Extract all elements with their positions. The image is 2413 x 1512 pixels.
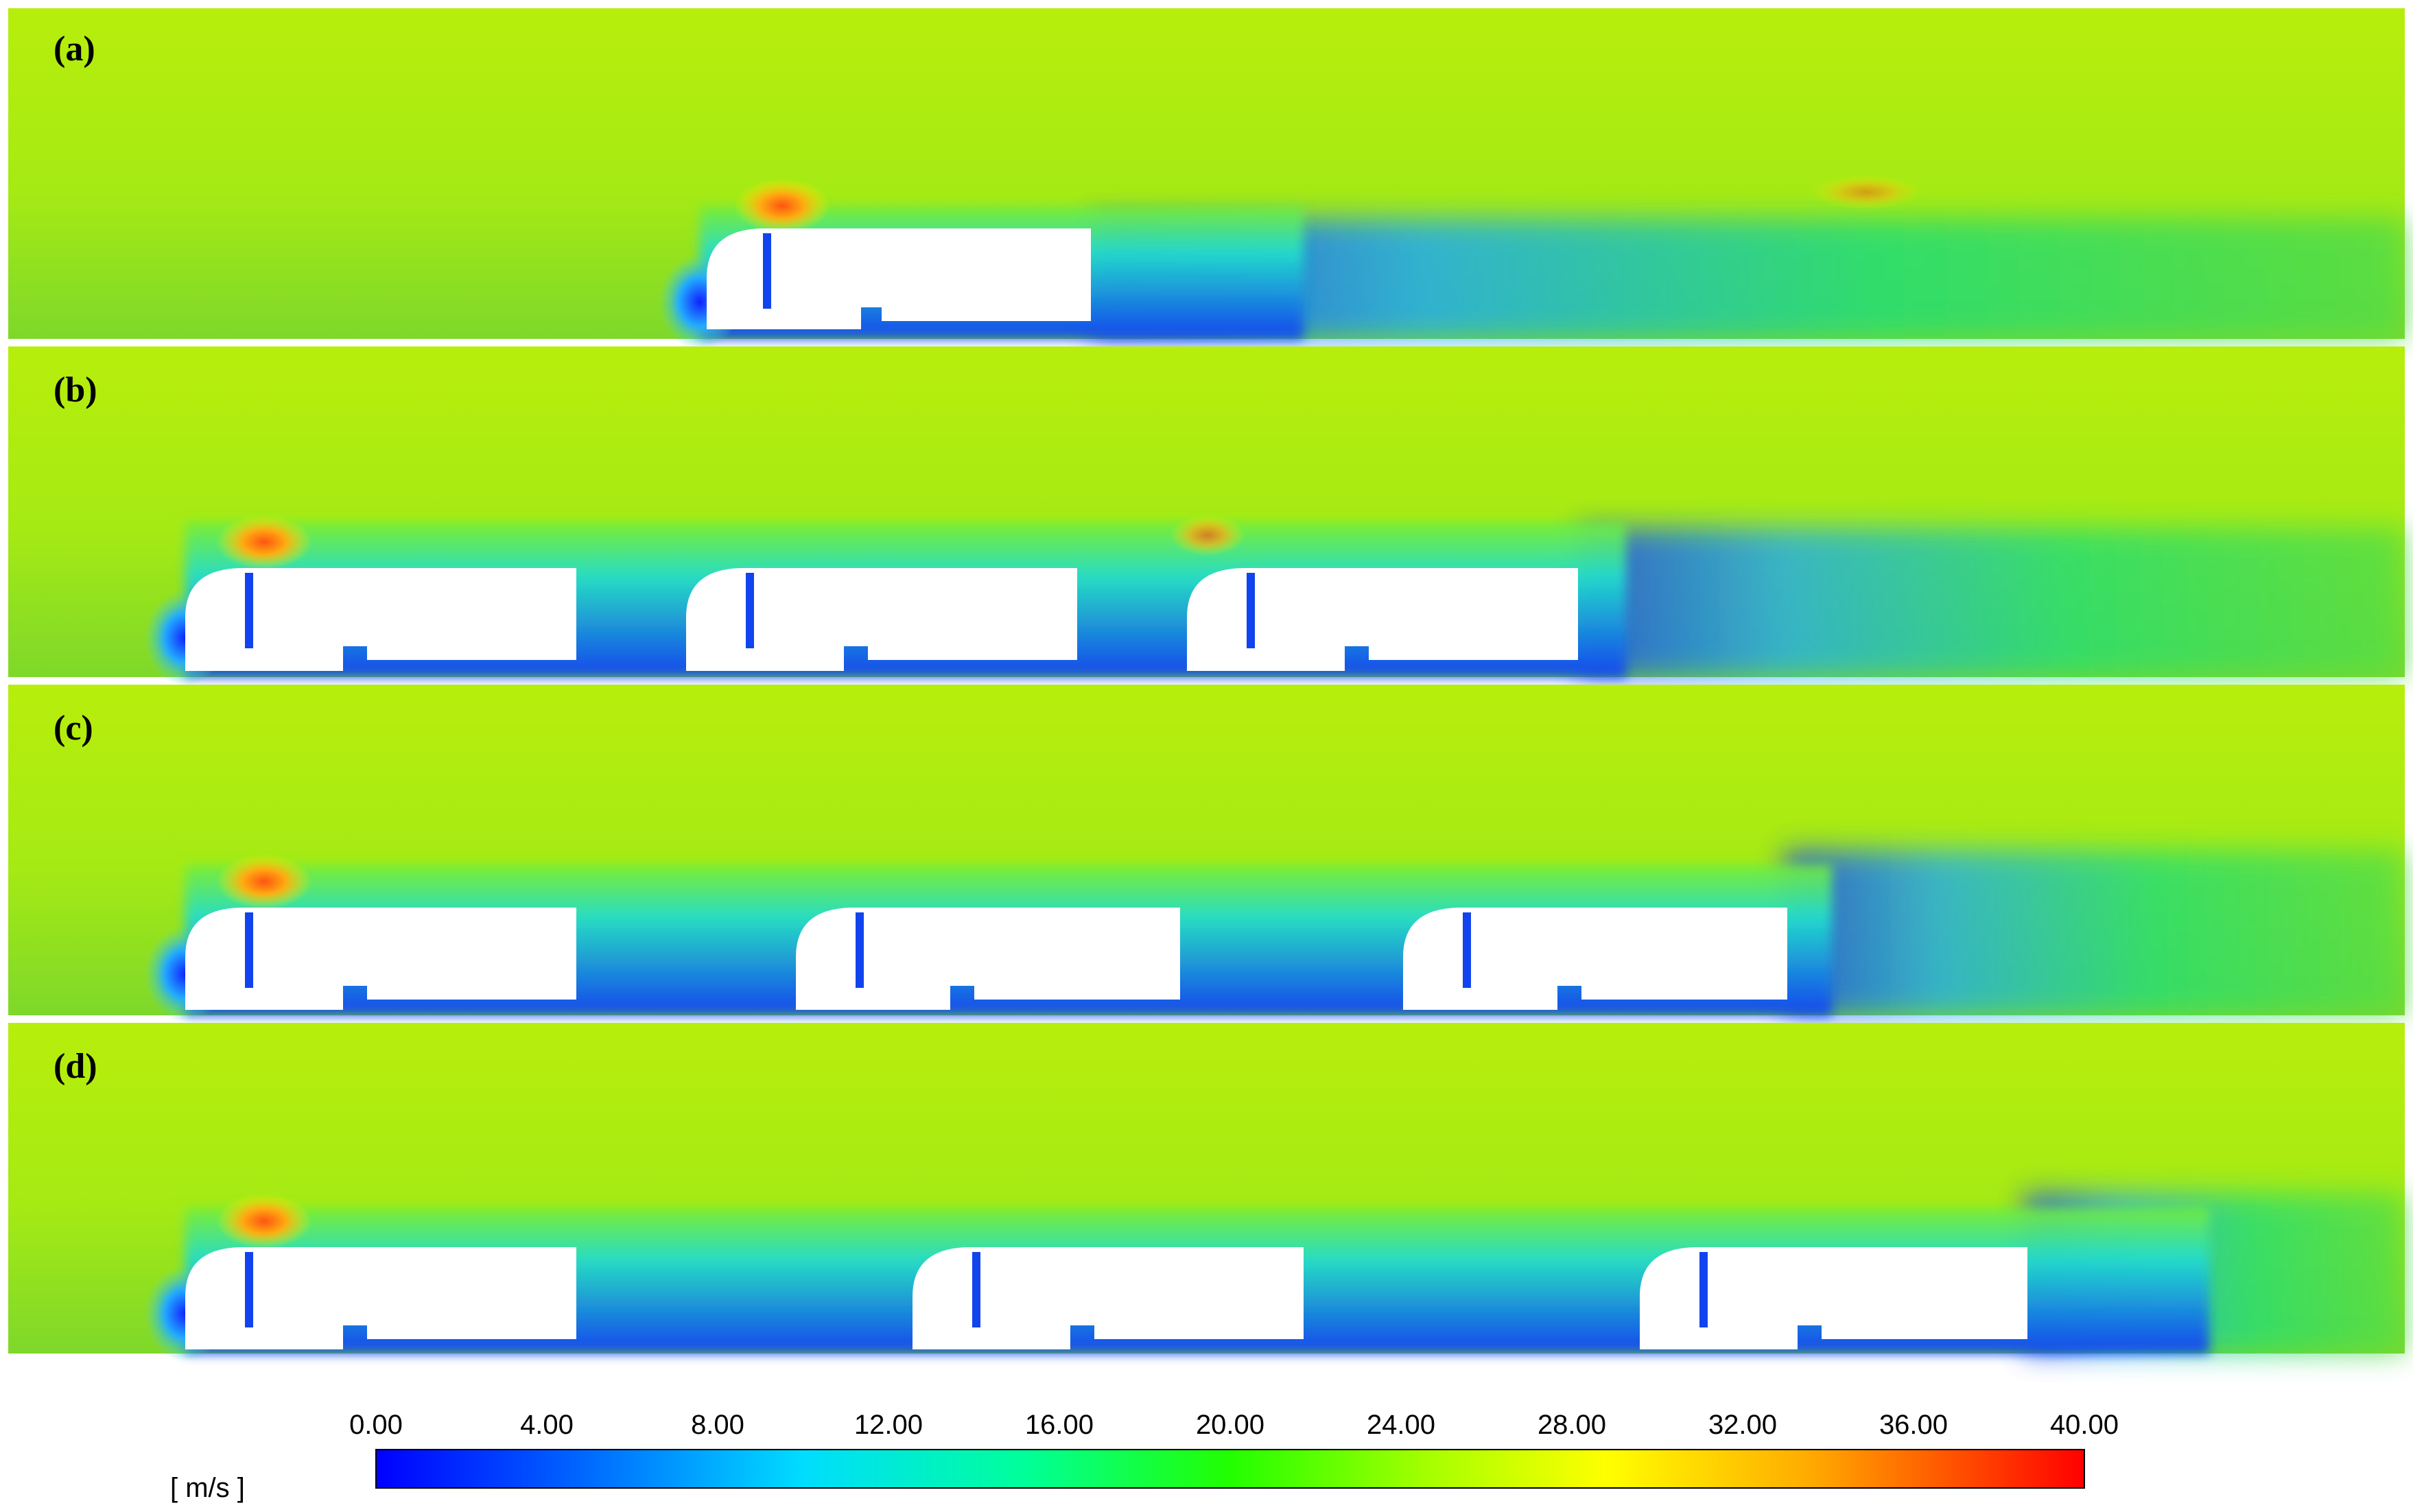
panel-c-wake bbox=[1784, 851, 2405, 1015]
colorbar-tick-label: 36.00 bbox=[1879, 1410, 1948, 1440]
colorbar-tick-label: 0.00 bbox=[349, 1410, 403, 1440]
truck-body bbox=[1403, 908, 1787, 1010]
panel-a: (a) bbox=[8, 8, 2405, 350]
truck-body bbox=[1187, 568, 1578, 671]
truck-cab-gap bbox=[746, 573, 754, 648]
panel-c-label: (c) bbox=[54, 709, 93, 748]
panel-a-wake-hotspot bbox=[1811, 175, 1921, 209]
panel-a-wake bbox=[1091, 220, 2405, 339]
truck-body bbox=[185, 568, 576, 671]
panel-a-label: (a) bbox=[54, 29, 95, 69]
colorbar-unit-label: [ m/s ] bbox=[170, 1473, 245, 1503]
panel-b-wake bbox=[1578, 528, 2405, 677]
colorbar-tick-label: 24.00 bbox=[1367, 1410, 1435, 1440]
truck-cab-gap bbox=[856, 912, 864, 988]
colorbar-tick-label: 12.00 bbox=[854, 1410, 923, 1440]
truck-cab-gap bbox=[1463, 912, 1471, 988]
colorbar-tick-label: 28.00 bbox=[1538, 1410, 1606, 1440]
truck-cab-gap bbox=[1247, 573, 1255, 648]
truck-cab-gap bbox=[972, 1252, 980, 1327]
truck-body bbox=[1640, 1247, 2027, 1349]
truck-body bbox=[913, 1247, 1304, 1349]
truck-cab-gap bbox=[1699, 1252, 1708, 1327]
panel-b-label: (b) bbox=[54, 370, 97, 410]
colorbar-tick-label: 40.00 bbox=[2050, 1410, 2119, 1440]
truck-body bbox=[686, 568, 1077, 671]
colorbar-tick-label: 16.00 bbox=[1025, 1410, 1094, 1440]
colorbar-gradient bbox=[375, 1449, 2085, 1489]
colorbar-tick-label: 4.00 bbox=[520, 1410, 574, 1440]
truck-body bbox=[185, 1247, 576, 1349]
truck-cab-gap bbox=[763, 233, 771, 309]
truck-cab-gap bbox=[245, 1252, 253, 1327]
panel-b: (b) bbox=[8, 346, 2405, 686]
panel-d-label: (d) bbox=[54, 1047, 97, 1086]
panel-c-acceleration-zone bbox=[216, 854, 312, 909]
colorbar-tick-label: 32.00 bbox=[1708, 1410, 1777, 1440]
panel-b-acceleration-zone bbox=[216, 515, 312, 569]
panel-a-acceleration-zone bbox=[734, 178, 830, 233]
truck-body bbox=[796, 908, 1180, 1010]
panel-d-acceleration-zone bbox=[216, 1194, 312, 1249]
truck-cab-gap bbox=[245, 912, 253, 988]
panel-c: (c) bbox=[8, 685, 2405, 1022]
truck-body bbox=[707, 228, 1091, 329]
colorbar-tick-label: 20.00 bbox=[1196, 1410, 1264, 1440]
colorbar-tick-label: 8.00 bbox=[691, 1410, 744, 1440]
truck-body bbox=[185, 908, 576, 1010]
panel-d: (d) bbox=[8, 1023, 2405, 1362]
colorbar-ticks: 0.00 4.00 8.00 12.00 16.00 20.00 24.00 28.00 32.… bbox=[349, 1410, 2119, 1440]
colorbar: 0.00 4.00 8.00 12.00 16.00 20.00 24.00 28.00 32.… bbox=[170, 1410, 2119, 1503]
truck-cab-gap bbox=[245, 573, 253, 648]
panel-b-gap-hotspot bbox=[1170, 515, 1245, 556]
